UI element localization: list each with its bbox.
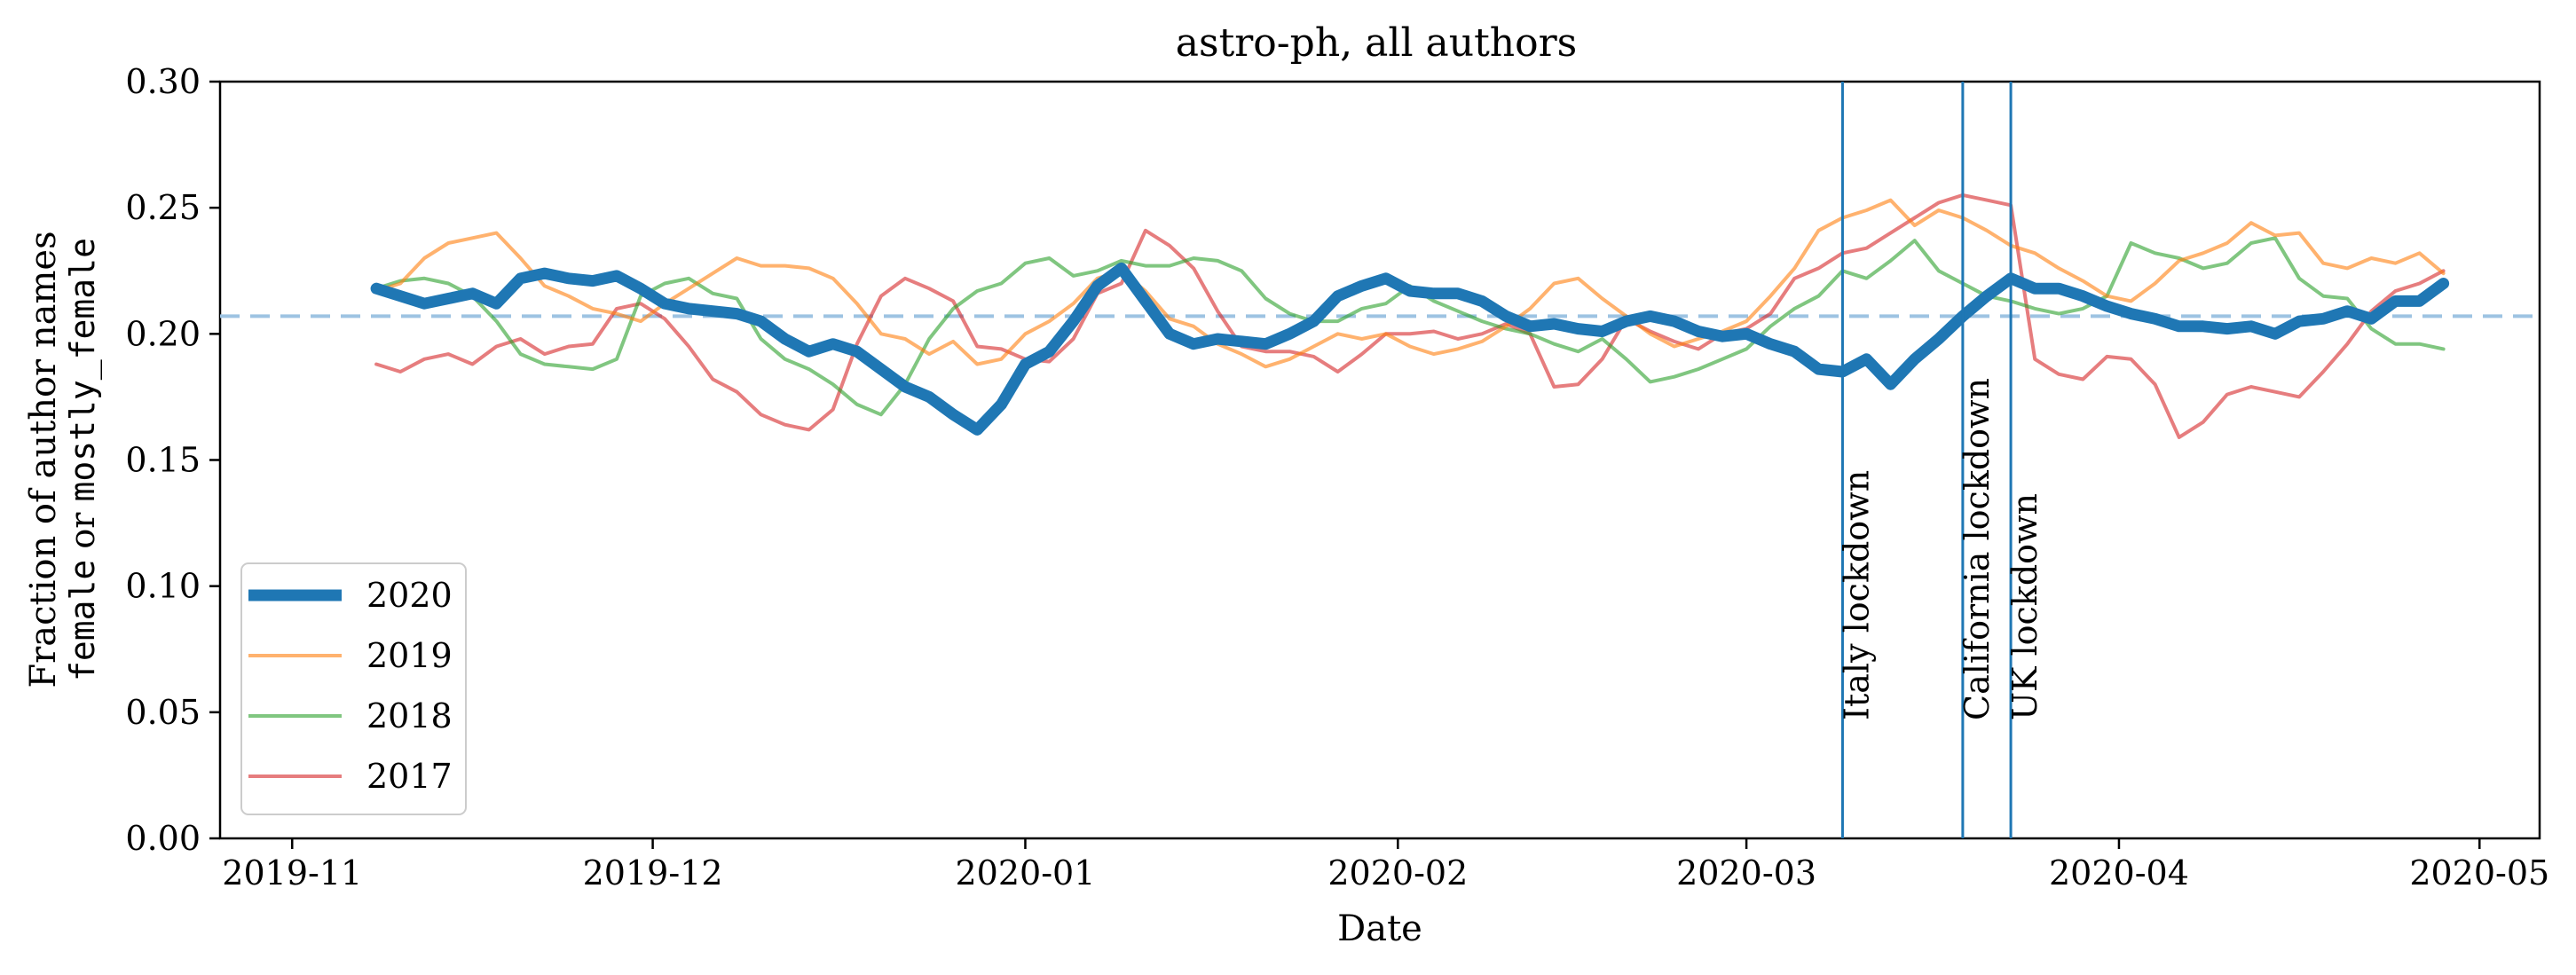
series-line-2020 (370, 262, 2450, 436)
y-axis-label-female: female (63, 560, 102, 681)
y-tick-label: 0.30 (125, 62, 201, 101)
y-axis-label-mostly-female: mostly_female (63, 238, 103, 501)
y-axis-label-or: or (63, 501, 102, 559)
legend-label: 2018 (366, 696, 453, 735)
event-label: California lockdown (1958, 378, 1997, 720)
x-tick-label: 2020-05 (2409, 853, 2549, 892)
legend-box (240, 562, 467, 815)
y-tick-label: 0.10 (125, 567, 201, 606)
legend-label: 2019 (366, 636, 453, 675)
event-layer: Italy lockdown California lockdown UK lock… (1837, 82, 2044, 838)
y-axis-label-line2: female or mostly_female (63, 238, 103, 681)
y-tick-label: 0.15 (125, 441, 201, 480)
legend-label: 2020 (366, 576, 453, 615)
series-line-2019 (374, 198, 2446, 369)
x-tick-label: 2019-12 (583, 853, 723, 892)
event-label: UK lockdown (2005, 493, 2044, 720)
y-axis-label-line1: Fraction of author names (23, 231, 64, 688)
legend: 2020 2019 2018 2017 (240, 562, 467, 815)
chart-title: astro-ph, all authors (1176, 20, 1577, 66)
x-tick-label: 2020-02 (1327, 853, 1468, 892)
y-tick-label: 0.25 (125, 188, 201, 227)
y-axis-label: Fraction of author names female or mostl… (23, 231, 103, 688)
series-layer (370, 193, 2450, 439)
y-tick-label: 0.00 (125, 819, 201, 858)
x-tick-label: 2020-04 (2049, 853, 2189, 892)
y-tick-label: 0.05 (125, 693, 201, 732)
legend-label: 2017 (366, 757, 453, 796)
series-line-2017 (374, 193, 2446, 439)
plot-area: Italy lockdown California lockdown UK lock… (218, 80, 2541, 840)
x-tick-label: 2020-03 (1676, 853, 1816, 892)
x-axis: 2019-11 2019-12 2020-01 2020-02 2020-03 2020-… (222, 838, 2549, 892)
x-tick-label: 2019-11 (222, 853, 362, 892)
x-tick-label: 2020-01 (955, 853, 1095, 892)
y-axis: 0.00 0.05 0.10 0.15 0.20 0.25 0.30 (125, 62, 220, 858)
event-label: Italy lockdown (1837, 470, 1876, 720)
y-tick-label: 0.20 (125, 314, 201, 353)
x-axis-label: Date (1337, 908, 1422, 949)
